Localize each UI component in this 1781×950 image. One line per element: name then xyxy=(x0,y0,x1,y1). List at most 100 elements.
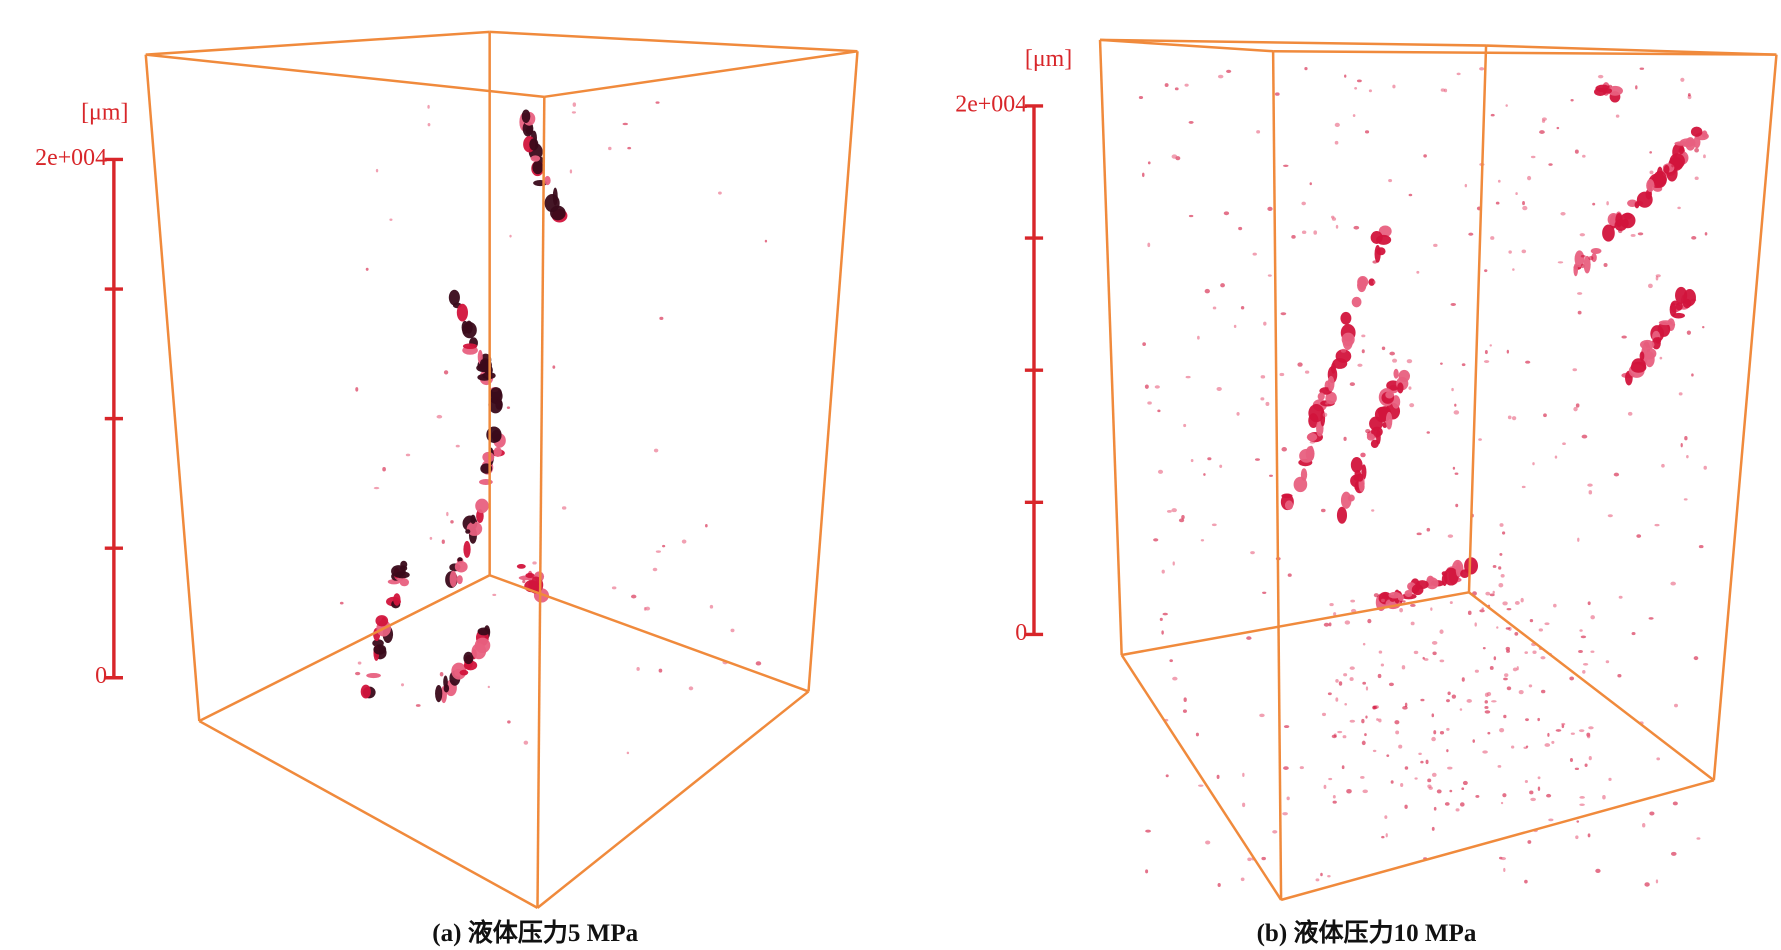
particle xyxy=(1353,225,1360,230)
particle xyxy=(1522,205,1528,211)
particle xyxy=(572,102,577,107)
particle xyxy=(532,160,544,175)
particle xyxy=(1157,469,1164,474)
particle xyxy=(1521,249,1527,254)
particle xyxy=(1579,629,1583,632)
particle xyxy=(1580,254,1586,258)
particle xyxy=(1686,330,1692,335)
particle xyxy=(1468,232,1474,236)
particle xyxy=(1404,766,1409,770)
particle xyxy=(1520,597,1524,603)
particle xyxy=(1240,877,1245,882)
particle xyxy=(1449,601,1453,604)
particle xyxy=(1482,646,1486,650)
particle xyxy=(1392,84,1396,89)
particle xyxy=(1655,879,1659,884)
particle xyxy=(1361,334,1366,338)
particle xyxy=(550,205,566,221)
particle xyxy=(1161,630,1164,635)
particle xyxy=(1490,236,1495,240)
particle xyxy=(1439,731,1445,735)
particle xyxy=(730,628,735,633)
particle xyxy=(441,539,445,544)
particle xyxy=(1349,382,1356,386)
particle xyxy=(1482,750,1488,754)
particle xyxy=(1242,772,1245,777)
particle xyxy=(1582,154,1586,158)
particle xyxy=(1328,622,1332,627)
particle xyxy=(1644,351,1655,368)
particle xyxy=(1444,802,1450,806)
particle xyxy=(1423,154,1427,158)
particle xyxy=(1671,163,1675,168)
particle xyxy=(1606,201,1609,206)
particle xyxy=(681,539,687,544)
particle xyxy=(482,451,495,463)
particle xyxy=(1575,835,1579,840)
particle xyxy=(1602,87,1613,94)
particle xyxy=(1605,660,1610,664)
particle xyxy=(1678,392,1683,396)
particle xyxy=(523,740,529,745)
particle xyxy=(1498,582,1504,588)
particle xyxy=(1320,508,1326,513)
particle xyxy=(688,686,694,691)
particle xyxy=(1455,503,1459,508)
particle xyxy=(1521,485,1526,489)
particle xyxy=(1507,415,1512,420)
particle xyxy=(1591,253,1597,263)
particle xyxy=(1408,386,1412,390)
particle xyxy=(1595,868,1601,874)
particle xyxy=(1323,784,1327,790)
particle xyxy=(1489,593,1495,597)
particle xyxy=(1279,372,1285,377)
particle xyxy=(1350,599,1356,603)
particle xyxy=(1256,130,1261,134)
particle xyxy=(1372,705,1376,710)
particle xyxy=(1680,77,1685,82)
particle xyxy=(391,565,406,578)
particle xyxy=(1582,669,1586,674)
particle xyxy=(450,520,454,524)
particle xyxy=(1586,734,1591,739)
particle xyxy=(1381,346,1386,351)
particle xyxy=(1655,337,1662,344)
particle xyxy=(1332,358,1348,369)
particle xyxy=(1308,445,1314,460)
particle xyxy=(1466,699,1472,703)
particle xyxy=(373,644,387,655)
particle xyxy=(1416,532,1422,536)
particle xyxy=(1373,593,1379,598)
particle xyxy=(1691,373,1694,377)
particle xyxy=(1425,759,1429,765)
particle xyxy=(1543,413,1547,418)
particle xyxy=(1680,442,1683,448)
particle xyxy=(1336,506,1348,524)
particle xyxy=(1341,765,1345,770)
particle xyxy=(507,720,511,724)
particle xyxy=(1691,236,1697,240)
particle xyxy=(1538,628,1544,632)
particle xyxy=(1443,567,1459,586)
particle xyxy=(1372,260,1378,264)
particle xyxy=(1282,812,1288,816)
scale-tick-label: 0 xyxy=(95,663,107,689)
particle xyxy=(1500,801,1504,805)
particle xyxy=(1431,772,1437,777)
particle xyxy=(389,218,393,221)
particle xyxy=(544,175,551,186)
particle xyxy=(1376,429,1381,445)
particle xyxy=(1479,609,1485,613)
particle xyxy=(454,560,468,573)
particle xyxy=(1674,141,1689,146)
particle xyxy=(627,146,632,150)
particle xyxy=(1590,650,1595,653)
particle xyxy=(1281,493,1293,499)
particle xyxy=(471,643,487,660)
particle xyxy=(1436,789,1442,794)
particle xyxy=(1678,146,1685,155)
particle xyxy=(1162,612,1168,616)
particle xyxy=(1254,458,1260,461)
particle xyxy=(1280,312,1287,316)
particle xyxy=(1362,642,1366,646)
